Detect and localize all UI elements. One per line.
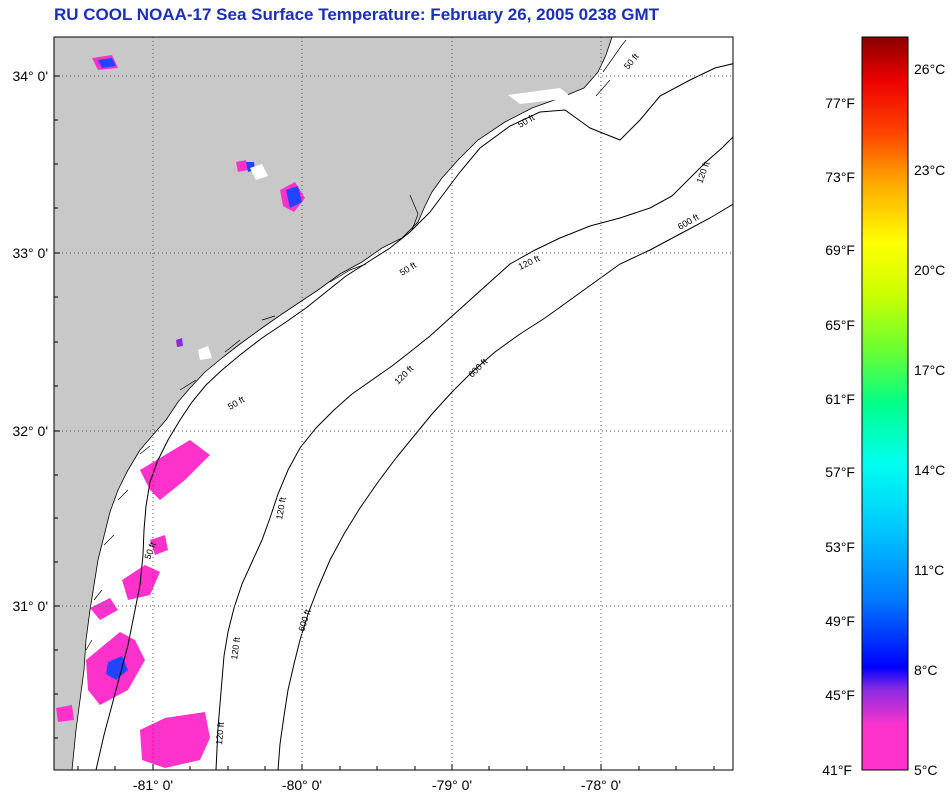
temperature-colorbar: [861, 36, 909, 771]
lat-label: 31° 0': [12, 598, 48, 614]
lon-ticks: [77, 764, 715, 770]
celsius-label: 20°C: [914, 262, 945, 278]
lon-label: -80° 0': [282, 777, 322, 793]
map-title: RU COOL NOAA-17 Sea Surface Temperature:…: [54, 5, 659, 24]
fahrenheit-label: 45°F: [825, 687, 855, 703]
celsius-label: 11°C: [914, 562, 944, 578]
fahrenheit-label: 65°F: [825, 317, 855, 333]
fahrenheit-label: 73°F: [825, 169, 855, 185]
barrier-islands: [85, 39, 627, 651]
lat-label: 33° 0': [12, 245, 48, 261]
lat-label: 32° 0': [12, 423, 48, 439]
colorbar-celsius-labels: 26°C 23°C 20°C 17°C 14°C 11°C 8°C 5°C: [914, 61, 945, 778]
lon-label: -78° 0': [581, 777, 621, 793]
contour-label-120ft: 120 ft: [274, 496, 288, 520]
celsius-label: 17°C: [914, 362, 945, 378]
fahrenheit-label: 57°F: [825, 464, 855, 480]
fahrenheit-label: 41°F: [822, 762, 852, 778]
celsius-label: 26°C: [914, 61, 945, 77]
contour-50ft: [95, 63, 733, 770]
lon-label: -81° 0': [133, 777, 173, 793]
fahrenheit-label: 69°F: [825, 242, 855, 258]
cloud-gaps: [198, 88, 572, 360]
celsius-label: 5°C: [914, 762, 938, 778]
fahrenheit-label: 77°F: [825, 95, 855, 111]
lon-label: -79° 0': [432, 777, 472, 793]
lat-label: 34° 0': [12, 68, 48, 84]
celsius-label: 14°C: [914, 462, 945, 478]
contour-label-120ft: 120 ft: [229, 636, 242, 660]
fahrenheit-label: 61°F: [825, 391, 855, 407]
fahrenheit-label: 49°F: [825, 613, 855, 629]
colorbar-fahrenheit-labels: 77°F 73°F 69°F 65°F 61°F 57°F 53°F 49°F …: [822, 95, 855, 778]
fahrenheit-label: 53°F: [825, 539, 855, 555]
celsius-label: 23°C: [914, 162, 945, 178]
contour-label-120ft: 120 ft: [214, 721, 226, 745]
contour-120ft: [215, 136, 733, 770]
map-frame: [53, 36, 734, 771]
contour-600ft: [277, 203, 733, 770]
lat-ticks: [54, 75, 60, 739]
celsius-label: 8°C: [914, 662, 938, 678]
